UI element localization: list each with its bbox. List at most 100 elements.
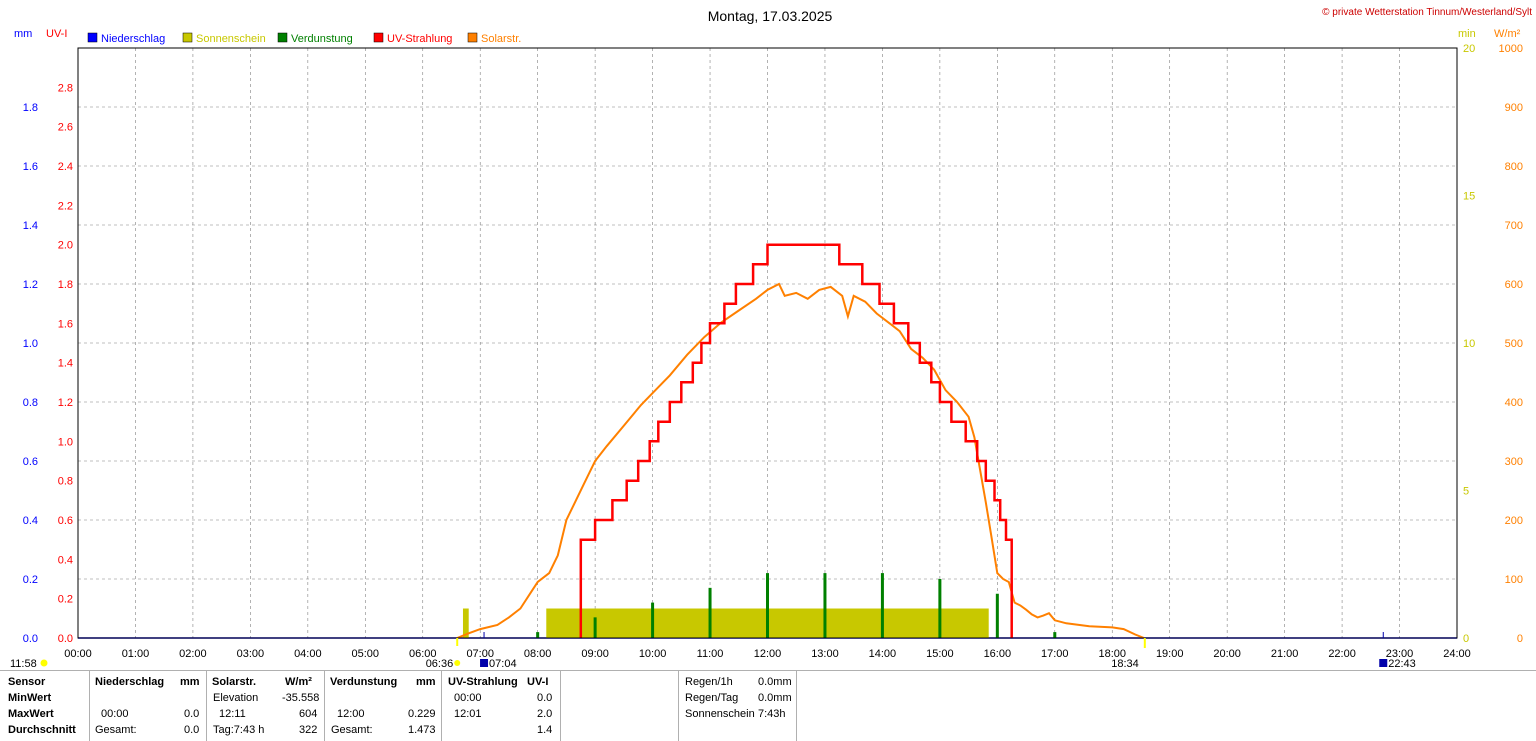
table-divider xyxy=(89,670,90,741)
mm-tick-label: 0.4 xyxy=(23,515,38,527)
x-tick-label: 10:00 xyxy=(639,648,667,660)
evaporation-spike xyxy=(880,573,884,638)
hdr-sensor: Sensor xyxy=(8,676,46,688)
hdr-wm2: W/m² xyxy=(285,676,312,688)
uv-tick-label: 2.6 xyxy=(58,122,73,134)
sunset-label: 18:34 xyxy=(1111,658,1139,670)
min-tick-label: 20 xyxy=(1463,43,1475,55)
uv-min-value: 0.0 xyxy=(537,692,553,704)
unit-uv-label: UV-I xyxy=(46,28,67,40)
legend-label: Sonnenschein xyxy=(196,33,266,45)
uv-tick-label: 0.8 xyxy=(58,476,73,488)
evaporation-spike xyxy=(995,593,999,638)
x-tick-label: 19:00 xyxy=(1156,648,1184,660)
evaporation-spike xyxy=(651,602,655,638)
x-tick-label: 07:00 xyxy=(466,648,494,660)
legend-label: UV-Strahlung xyxy=(387,33,452,45)
nied-max-value: 0.0 xyxy=(184,708,200,720)
hdr-mm2: mm xyxy=(416,676,436,688)
uv-tick-label: 1.4 xyxy=(58,358,73,370)
chart-grid xyxy=(78,48,1457,638)
evaporation-spike xyxy=(708,587,712,638)
x-tick-label: 17:00 xyxy=(1041,648,1069,660)
table-divider xyxy=(324,670,325,741)
hdr-mm1: mm xyxy=(180,676,200,688)
hdr-verdunstung: Verdunstung xyxy=(330,676,398,688)
axis-ticks: 00:00 01:00 02:00 03:00 04:00 05:00 06:00 07:00… xyxy=(23,43,1523,660)
evaporation-spike xyxy=(1053,632,1057,638)
x-tick-label: 14:00 xyxy=(869,648,897,660)
mm-tick-label: 1.4 xyxy=(23,220,38,232)
min-tick-label: 5 xyxy=(1463,486,1469,498)
table-divider xyxy=(206,670,207,741)
solar-max-time: 12:11 xyxy=(219,708,246,720)
wm2-tick-label: 600 xyxy=(1505,279,1523,291)
solar-line xyxy=(456,282,1145,639)
uv-line xyxy=(579,243,1013,638)
x-tick-label: 22:00 xyxy=(1328,648,1356,660)
regentag-value: 0.0mm xyxy=(758,692,792,704)
uv-tick-label: 1.0 xyxy=(58,436,73,448)
moon-time-label: 11:58 xyxy=(10,658,37,670)
uv-tick-label: 0.0 xyxy=(58,633,73,645)
sunrise-label: 06:36 xyxy=(426,658,454,670)
legend-swatch xyxy=(373,32,384,43)
regen1h-value: 0.0mm xyxy=(758,676,792,688)
uv-tick-label: 1.8 xyxy=(58,279,73,291)
mm-tick-label: 0.8 xyxy=(23,397,38,409)
moonrise-icon xyxy=(480,659,489,667)
solar-elevation-label: Elevation xyxy=(213,692,259,704)
chart-legend: Niederschlag Sonnenschein Verdunstung UV-St… xyxy=(87,32,521,45)
row-durchschnitt: Durchschnitt xyxy=(8,724,76,736)
wm2-tick-label: 400 xyxy=(1505,397,1523,409)
table-divider xyxy=(441,670,442,741)
plot-frame xyxy=(77,47,1458,639)
weather-chart: Montag, 17.03.2025 © private Wetterstati… xyxy=(10,7,1532,670)
hdr-uvi: UV-I xyxy=(527,676,549,688)
sunrise-icon xyxy=(454,660,461,666)
wm2-tick-label: 1000 xyxy=(1499,43,1523,55)
mm-tick-label: 1.6 xyxy=(23,161,38,173)
uv-tick-label: 2.2 xyxy=(58,200,73,212)
legend-label: Solarstr. xyxy=(481,33,521,45)
unit-wm2-label: W/m² xyxy=(1494,28,1521,40)
copyright-text: © private Wetterstation Tinnum/Westerlan… xyxy=(1322,7,1532,18)
verd-total-value: 1.473 xyxy=(408,724,436,736)
x-tick-label: 00:00 xyxy=(64,648,92,660)
wm2-tick-label: 700 xyxy=(1505,220,1523,232)
uv-min-time: 00:00 xyxy=(454,692,482,704)
table-divider xyxy=(796,670,797,741)
moonset-label: 22:43 xyxy=(1388,658,1416,670)
legend-swatch xyxy=(87,32,98,43)
uv-tick-label: 1.6 xyxy=(58,318,73,330)
uv-max-value: 2.0 xyxy=(537,708,553,720)
x-tick-label: 18:00 xyxy=(1098,648,1126,660)
uv-tick-label: 2.4 xyxy=(58,161,73,173)
uv-tick-label: 0.4 xyxy=(58,554,73,566)
wm2-tick-label: 500 xyxy=(1505,338,1523,350)
wm2-tick-label: 300 xyxy=(1505,456,1523,468)
x-tick-label: 21:00 xyxy=(1271,648,1299,660)
x-tick-label: 16:00 xyxy=(984,648,1012,660)
solar-elevation-value: -35.558 xyxy=(282,692,320,704)
mm-tick-label: 0.2 xyxy=(23,574,38,586)
uv-avg-value: 1.4 xyxy=(537,724,553,736)
verd-max-value: 0.229 xyxy=(408,708,436,720)
x-tick-label: 06:00 xyxy=(409,648,437,660)
uv-tick-label: 2.8 xyxy=(58,82,73,94)
table-top-border xyxy=(0,670,1536,671)
row-maxwert: MaxWert xyxy=(8,708,54,720)
x-tick-label: 13:00 xyxy=(811,648,839,660)
evaporation-spike xyxy=(536,632,540,638)
evaporation-spike xyxy=(766,573,769,638)
nied-total-label: Gesamt: xyxy=(95,724,137,736)
hdr-solar: Solarstr. xyxy=(212,676,257,688)
x-tick-label: 12:00 xyxy=(754,648,782,660)
table-divider xyxy=(560,670,561,741)
mm-tick-label: 1.8 xyxy=(23,102,38,114)
mm-tick-label: 1.0 xyxy=(23,338,38,350)
legend-swatch xyxy=(182,32,193,43)
regen1h-label: Regen/1h xyxy=(685,676,733,688)
sun-icon xyxy=(40,659,48,667)
legend-swatch xyxy=(467,32,478,43)
